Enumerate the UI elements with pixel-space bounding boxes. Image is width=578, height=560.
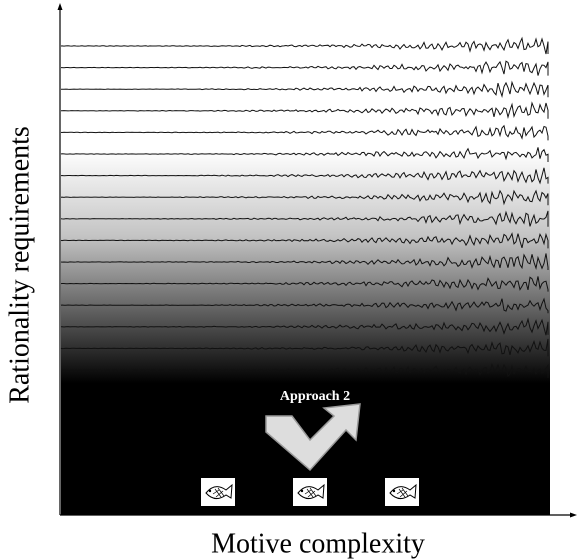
y-axis-arrow [57,3,63,10]
wave-line [60,317,549,336]
fish-eye [392,489,396,493]
wave-line [60,210,549,227]
approach-arrow [265,403,361,472]
wave-line [60,189,549,206]
wave-lines [60,36,549,378]
wave-line [60,167,549,185]
wave-line [60,338,549,357]
wave-line [60,232,549,249]
fish-icons [201,478,419,506]
wave-line [60,253,549,271]
fish-eye [208,489,212,493]
fish-body [205,483,233,499]
wave-line [60,297,549,314]
wave-line [60,36,549,55]
fish-icon [201,478,235,506]
fish-eye [300,489,304,493]
wave-line [60,124,549,141]
fish-scales [304,487,317,498]
fish-body [389,483,417,499]
fish-icon [385,478,419,506]
fish-scales [396,487,409,498]
wave-line [61,60,549,76]
wave-line [60,80,549,98]
wave-line [61,101,549,119]
wave-line [60,147,549,162]
x-axis-arrow [570,512,577,518]
wave-line [60,276,549,292]
fish-scales [212,487,225,498]
approach-label: Approach 2 [280,389,350,404]
x-axis-label: Motive complexity [211,528,425,559]
fish-icon [293,478,327,506]
wave-line [61,363,549,378]
fish-body [297,483,325,499]
y-axis-label: Rationality requirements [4,126,35,404]
